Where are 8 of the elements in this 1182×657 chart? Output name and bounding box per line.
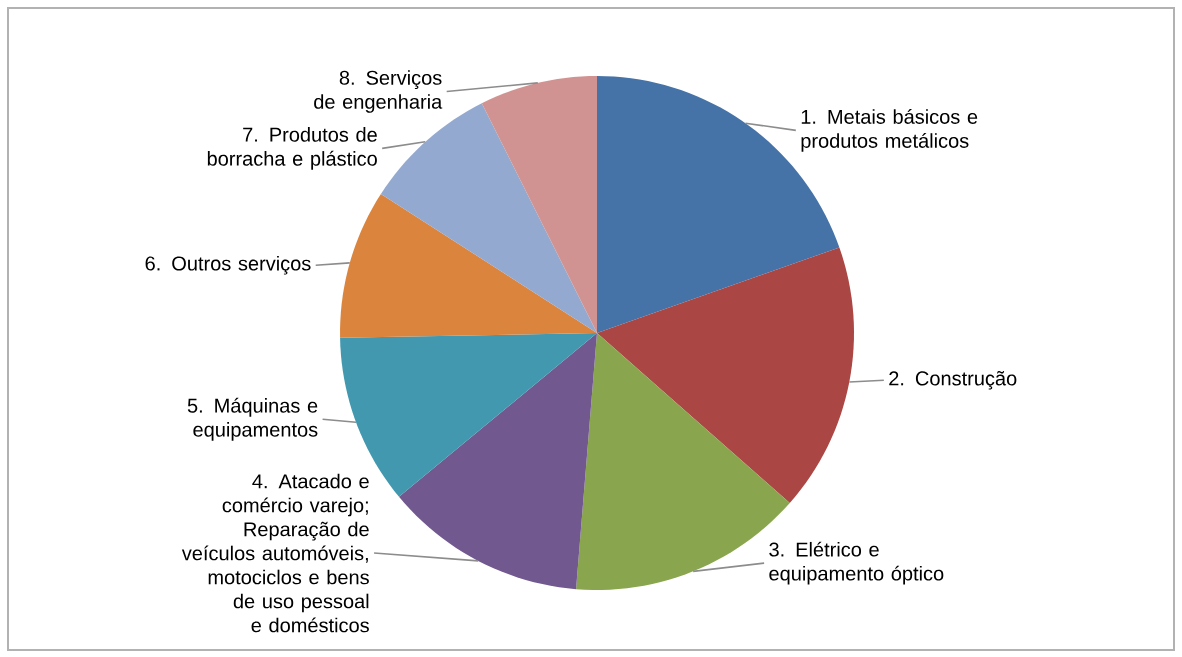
slice-label: 4. Atacado e comércio varejo; Reparação de veículos automóveis, motociclos e bens de uso pessoal e domésticos [181, 473, 369, 633]
slice-label: 7. Produtos de borracha e plástico [207, 127, 377, 170]
slice-label: 5. Máquinas e equipamentos [187, 397, 318, 441]
slice-label: 2. Construção [889, 370, 1017, 390]
slice-label: 3. Elétrico e equipamento óptico [769, 541, 944, 585]
slice-label: 6. Outros serviços [145, 255, 311, 275]
slice-label: 8. Serviços de engenharia [314, 70, 443, 113]
slice-label: 1. Metais básicos e produtos metálicos [801, 108, 978, 152]
